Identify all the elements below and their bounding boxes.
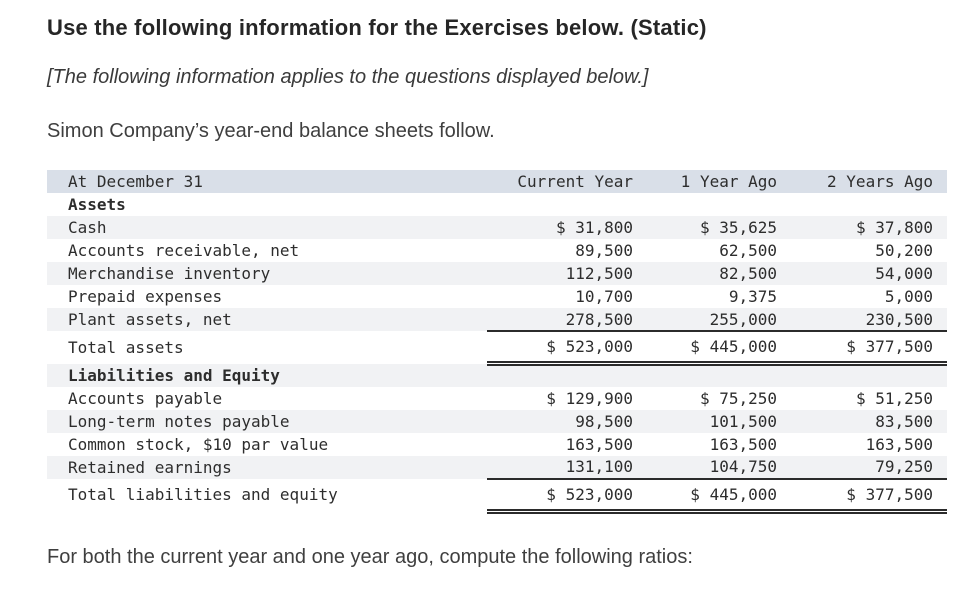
row-label: Accounts receivable, net [68, 241, 300, 260]
row-label: Liabilities and Equity [47, 363, 487, 387]
cell-value [487, 193, 647, 216]
table-row: Common stock, $10 par value 163,500 163,50… [47, 433, 947, 456]
cell-value: $ 129,900 [546, 388, 633, 408]
table-row: Cash $ 31,800 $ 35,625 $ 37,800 [47, 216, 947, 239]
cell-value: $ 37,800 [791, 216, 947, 239]
table-row: Prepaid expenses 10,700 9,375 5,000 [47, 285, 947, 308]
cell-value: 89,500 [575, 241, 633, 260]
cell-value: 112,500 [487, 262, 647, 285]
table-row: Long-term notes payable 98,500 101,500 83,5… [47, 409, 947, 433]
cell-value: 230,500 [791, 308, 947, 332]
table-row: Retained earnings 131,100 104,750 79,250 [47, 455, 947, 480]
cell-value: 79,250 [791, 455, 947, 480]
cell-value [791, 363, 947, 387]
column-header-label: At December 31 [47, 170, 487, 193]
row-label: Retained earnings [47, 455, 487, 479]
cell-value: $ 377,500 [791, 478, 947, 514]
table-row: Assets [47, 193, 947, 216]
row-label: Total assets [68, 337, 184, 357]
table-row: Liabilities and Equity [47, 363, 947, 387]
table-row: Total liabilities and equity $ 523,000 $ 4… [47, 478, 947, 514]
balance-sheet-table: At December 31 Current Year 1 Year Ago 2 Ye… [47, 170, 947, 514]
table-row: Total assets $ 523,000 $ 445,000 $ 377,500 [47, 331, 947, 366]
cell-value [647, 193, 791, 216]
row-label: Prepaid expenses [68, 287, 223, 306]
table-row: Accounts receivable, net 89,500 62,500 50,2… [47, 239, 947, 262]
row-label: Common stock, $10 par value [68, 434, 329, 454]
cell-value: $ 75,250 [699, 388, 777, 408]
cell-value: 9,375 [728, 287, 777, 306]
table-row: Accounts payable $ 129,900 $ 75,250 $ 51,25… [47, 387, 947, 410]
table-row: Merchandise inventory 112,500 82,500 54,000 [47, 262, 947, 285]
cell-value [647, 363, 791, 387]
row-label: Plant assets, net [47, 308, 487, 331]
cell-value: $ 445,000 [647, 478, 791, 514]
cell-value: $ 31,800 [487, 216, 647, 239]
cell-value: 104,750 [647, 455, 791, 480]
exercise-page: Use the following information for the Ex… [0, 14, 975, 589]
table-body: Assets Cash $ 31,800 $ 35,625 $ 37,800 Accoun… [47, 193, 947, 514]
cell-value: 278,500 [487, 308, 647, 332]
table-header-row: At December 31 Current Year 1 Year Ago 2 Ye… [47, 170, 947, 193]
cell-value: $ 51,250 [855, 388, 933, 408]
cell-value: $ 523,000 [487, 478, 647, 514]
cell-value [791, 193, 947, 216]
cell-value: 163,500 [565, 434, 633, 454]
row-label: Long-term notes payable [47, 409, 487, 433]
row-label: Cash [47, 216, 487, 239]
row-label: Accounts payable [68, 388, 223, 408]
column-header: 2 Years Ago [791, 170, 947, 193]
row-label: Assets [68, 195, 126, 214]
cell-value: 255,000 [647, 308, 791, 332]
table-row: Plant assets, net 278,500 255,000 230,500 [47, 308, 947, 332]
cell-value: 163,500 [709, 434, 777, 454]
column-header: 1 Year Ago [647, 170, 791, 193]
cell-value: 62,500 [719, 241, 777, 260]
cell-value: $ 35,625 [647, 216, 791, 239]
cell-value: 98,500 [487, 409, 647, 433]
row-label: Total liabilities and equity [68, 485, 338, 505]
cell-value [487, 363, 647, 387]
cell-value: 83,500 [791, 409, 947, 433]
cell-value: 10,700 [575, 287, 633, 306]
cell-value: 50,200 [875, 241, 933, 260]
footer-instruction: For both the current year and one year a… [47, 545, 693, 568]
cell-value: $ 523,000 [487, 331, 647, 366]
instructions-note: [The following information applies to th… [47, 66, 649, 88]
intro-text: Simon Company’s year-end balance sheets … [47, 120, 495, 142]
row-label: Merchandise inventory [47, 262, 487, 285]
cell-value: 131,100 [487, 455, 647, 480]
cell-value: 54,000 [791, 262, 947, 285]
cell-value: 5,000 [884, 287, 933, 306]
cell-value: $ 445,000 [647, 331, 791, 366]
cell-value: 163,500 [865, 434, 933, 454]
column-header: Current Year [487, 170, 647, 193]
cell-value: 82,500 [647, 262, 791, 285]
cell-value: 101,500 [647, 409, 791, 433]
table-head: At December 31 Current Year 1 Year Ago 2 Ye… [47, 170, 947, 193]
page-title: Use the following information for the Ex… [47, 15, 707, 40]
cell-value: $ 377,500 [791, 331, 947, 366]
